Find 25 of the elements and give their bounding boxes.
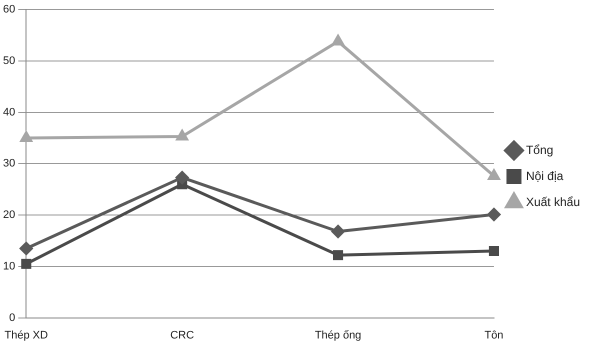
point [488, 246, 499, 256]
x-tick-label: Thép ống [314, 329, 362, 342]
point [176, 171, 189, 184]
point [20, 132, 32, 142]
y-tick-label: 50 [2, 55, 16, 67]
y-tick-label: 30 [2, 158, 16, 170]
point [21, 258, 32, 269]
y-tick-label: 60 [2, 4, 16, 16]
point [176, 130, 188, 140]
legend-label: Tổng [526, 142, 554, 157]
y-tick-label: 10 [2, 260, 16, 272]
y-tick-label: 0 [9, 312, 16, 324]
x-tick-label: Thép XD [4, 329, 48, 342]
point [333, 250, 344, 260]
x-tick-label: CRC [170, 329, 194, 342]
legend-label: Xuất khẩu [526, 194, 580, 209]
y-tick-label: 40 [2, 106, 16, 118]
point [487, 208, 500, 222]
point [332, 225, 345, 238]
point [20, 242, 33, 255]
y-tick-label: 20 [2, 209, 16, 222]
point [332, 34, 344, 46]
point [488, 170, 500, 180]
x-tick-label: Tôn [484, 329, 504, 342]
legend-label: Nội địa [526, 168, 564, 183]
